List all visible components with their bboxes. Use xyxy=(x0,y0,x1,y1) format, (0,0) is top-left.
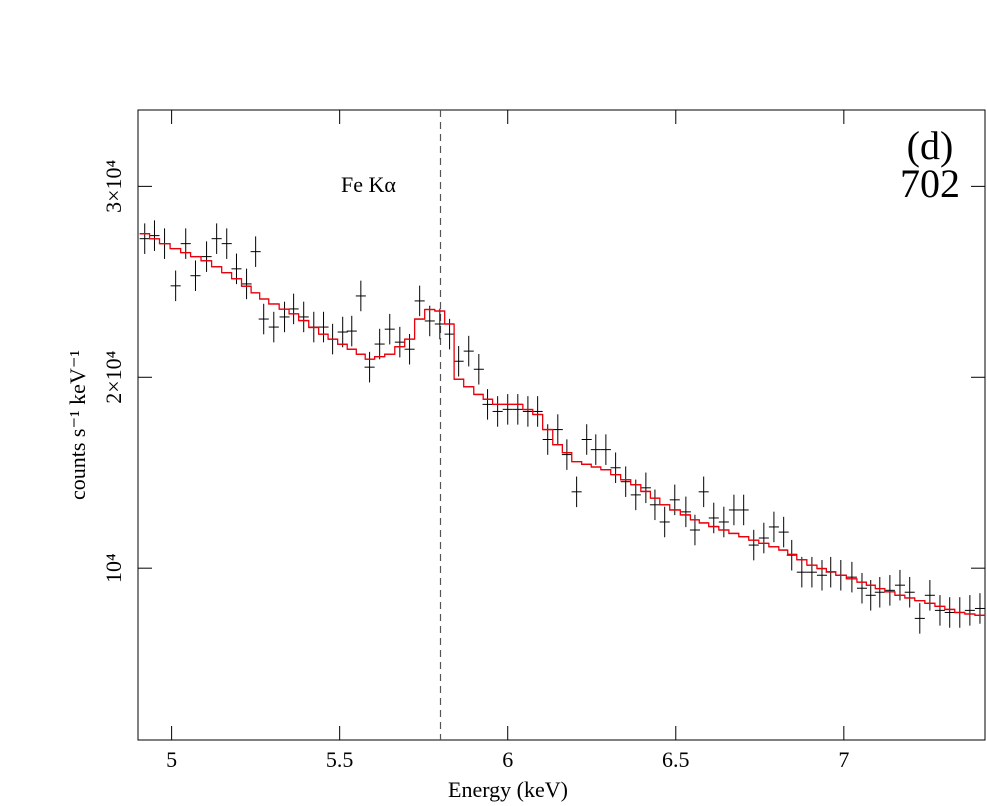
panel-label: 702 xyxy=(900,161,960,206)
y-tick-label: 2×10⁴ xyxy=(101,350,126,403)
plot-frame xyxy=(137,109,986,741)
x-tick-label: 6 xyxy=(502,747,513,772)
x-tick-label: 5.5 xyxy=(326,747,354,772)
x-tick-label: 5 xyxy=(166,747,177,772)
x-axis-label: Energy (keV) xyxy=(448,777,568,802)
x-tick-label: 7 xyxy=(838,747,849,772)
y-tick-label: 10⁴ xyxy=(101,553,126,583)
y-axis-label: counts s⁻¹ keV⁻¹ xyxy=(65,350,90,500)
model-connector xyxy=(139,233,985,616)
panel-label: (d) xyxy=(907,123,954,168)
y-tick-label: 3×10⁴ xyxy=(101,159,126,212)
reference-label: Fe Kα xyxy=(341,172,396,197)
x-tick-label: 6.5 xyxy=(662,747,690,772)
